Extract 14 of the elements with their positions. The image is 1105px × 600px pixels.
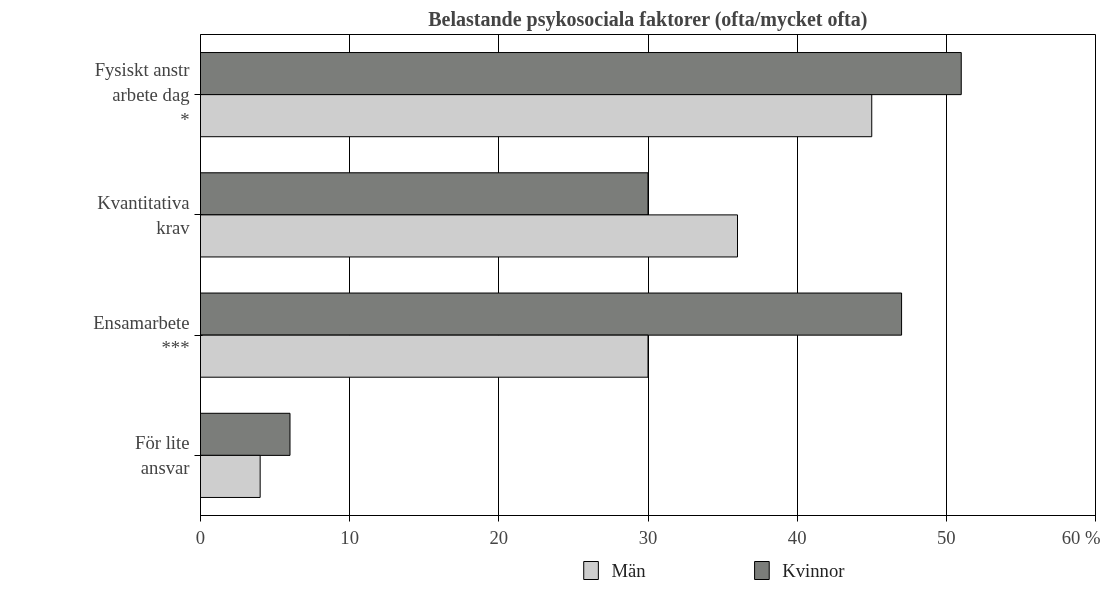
x-tick-label: 10 [340, 526, 359, 548]
legend-label: Män [611, 560, 647, 581]
y-tick-label: Fysiskt anstr arbete dag * [94, 58, 191, 131]
y-tick-label: För lite ansvar [135, 432, 191, 479]
y-tick-label: Kvantitativa krav [97, 191, 191, 238]
x-tick-label: 30 [638, 526, 658, 548]
chart-title: Belastande psykosociala faktorer (ofta/mycket ofta) [428, 7, 868, 31]
legend-label: Kvinnor [782, 560, 846, 581]
x-tick-label: 50 [937, 526, 956, 548]
x-tick-label: 0 [195, 526, 206, 548]
x-tick-label: 40 [787, 526, 807, 548]
y-tick-label: Ensamarbete *** [93, 312, 190, 359]
x-tick-label: 60 % [1061, 526, 1101, 548]
x-tick-label: 20 [489, 526, 509, 548]
